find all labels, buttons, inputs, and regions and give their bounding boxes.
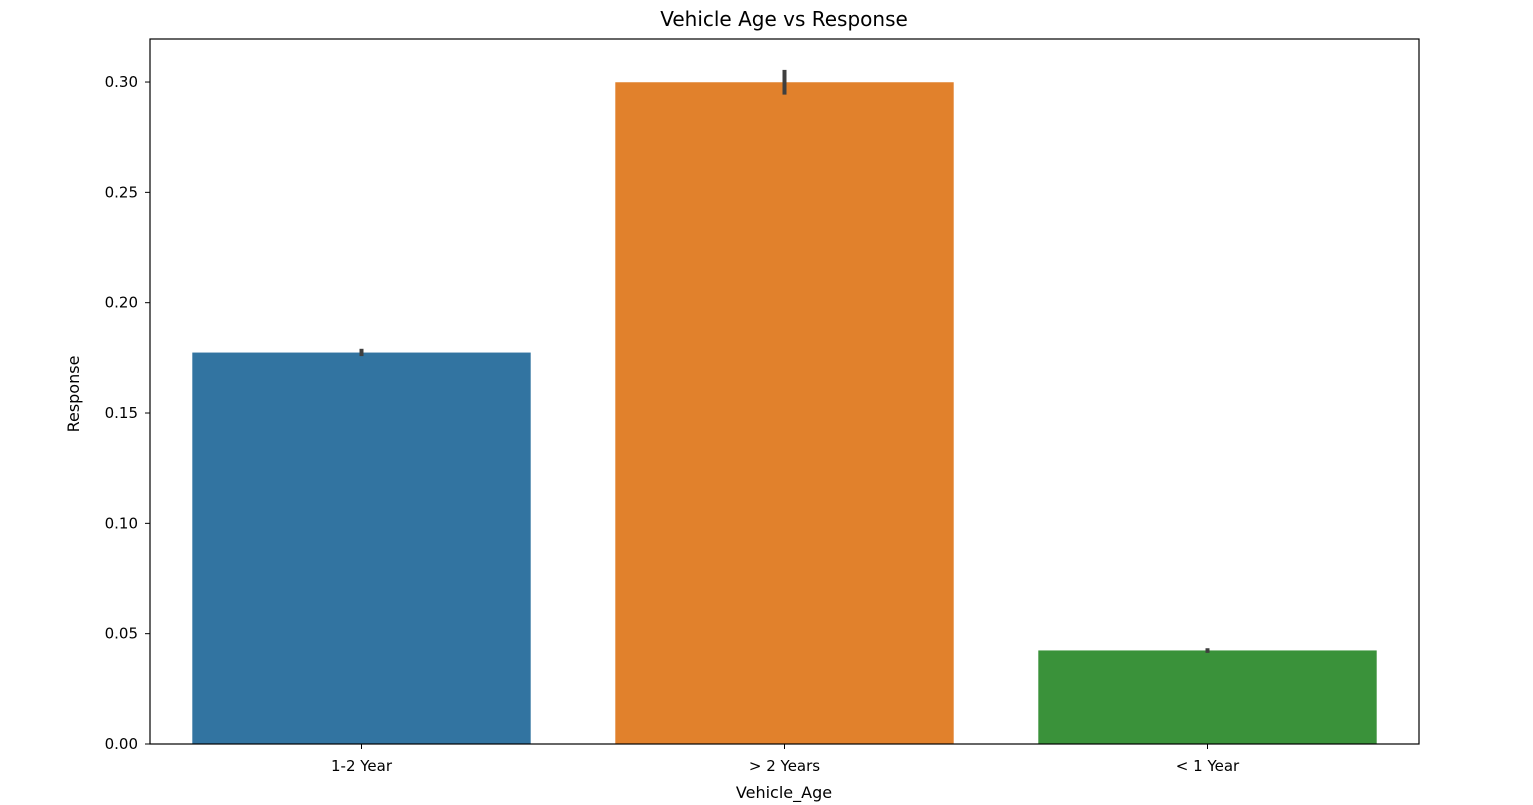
error-bars-layer: [359, 69, 1210, 653]
y-tick-label: 0.20: [105, 294, 138, 312]
bar: [615, 82, 954, 744]
bar: [1038, 650, 1377, 744]
y-axis-label: Response: [64, 356, 83, 433]
x-axis: 1-2 Year > 2 Years < 1 Year: [331, 744, 1240, 775]
x-tick-label: > 2 Years: [749, 757, 820, 775]
y-tick-label: 0.05: [105, 625, 138, 643]
y-axis: 0.00 0.05 0.10 0.15 0.20 0.25 0.30: [105, 73, 150, 753]
x-tick-label: 1-2 Year: [331, 757, 393, 775]
y-tick-label: 0.25: [105, 183, 138, 201]
x-axis-label: Vehicle_Age: [736, 783, 832, 803]
y-tick-label: 0.00: [105, 735, 138, 753]
chart-title: Vehicle Age vs Response: [660, 7, 908, 31]
y-tick-label: 0.15: [105, 404, 138, 422]
y-tick-label: 0.10: [105, 514, 138, 532]
x-tick-label: < 1 Year: [1176, 757, 1240, 775]
bars-layer: [192, 82, 1377, 744]
y-tick-label: 0.30: [105, 73, 138, 91]
bar: [192, 352, 531, 744]
